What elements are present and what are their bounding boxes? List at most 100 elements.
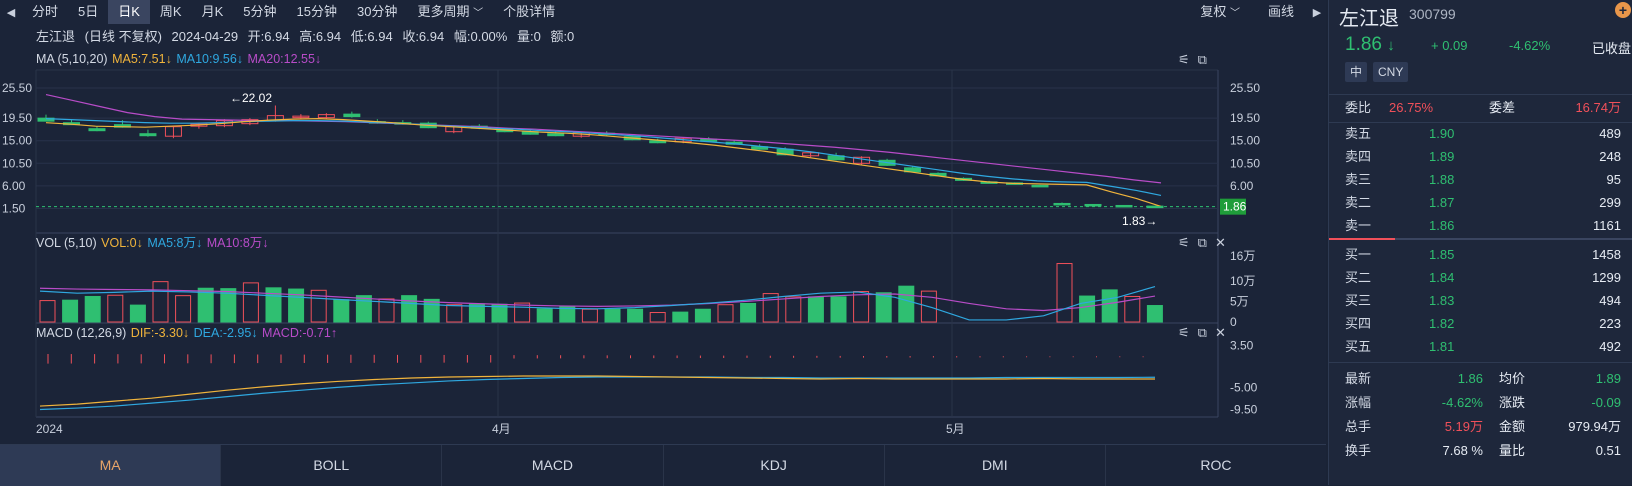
tab-ma[interactable]: MA [0, 445, 222, 486]
sell-level-row[interactable]: 卖四 1.89 248 [1329, 146, 1632, 168]
volume-bar[interactable] [446, 304, 463, 323]
volume-bar[interactable] [401, 295, 418, 323]
settings-sliders-icon[interactable]: ⚟ [1178, 52, 1190, 67]
volume-bar[interactable] [39, 300, 56, 323]
close-icon[interactable]: ✕ [1214, 325, 1226, 340]
volume-bar[interactable] [898, 285, 915, 323]
volume-bar[interactable] [1124, 295, 1141, 323]
candle-body[interactable] [547, 133, 565, 137]
adjust-dropdown[interactable]: 复权 ﹀ [1186, 0, 1254, 24]
popout-icon[interactable]: ⧉ [1197, 235, 1207, 250]
tab-dmi[interactable]: DMI [885, 445, 1106, 486]
volume-bar[interactable] [649, 312, 666, 323]
tab-macd[interactable]: MACD [442, 445, 664, 486]
period-weekly-k[interactable]: 周K [159, 4, 182, 19]
volume-bar[interactable] [717, 304, 734, 323]
volume-bar[interactable] [152, 281, 169, 323]
sell-level-row[interactable]: 卖五 1.90 489 [1329, 123, 1632, 145]
volume-bar[interactable] [220, 288, 237, 323]
volume-bar[interactable] [1101, 289, 1118, 323]
volume-bar[interactable] [807, 296, 824, 323]
buy-level-row[interactable]: 买一 1.85 1458 [1329, 244, 1632, 266]
candle-body[interactable] [1053, 202, 1071, 206]
buy-level-row[interactable]: 买二 1.84 1299 [1329, 267, 1632, 289]
volume-bar[interactable] [740, 302, 757, 323]
volume-bar[interactable] [694, 308, 711, 323]
candle-body[interactable] [343, 113, 361, 118]
volume-bar[interactable] [785, 296, 802, 323]
period-5min[interactable]: 5分钟 [243, 4, 277, 19]
next-arrow-icon[interactable]: ▶ [1312, 6, 1322, 19]
period-intraday[interactable]: 分时 [32, 4, 59, 19]
volume-bar[interactable] [559, 306, 576, 323]
volume-bar[interactable] [581, 308, 598, 323]
tab-boll[interactable]: BOLL [221, 445, 443, 486]
candle-body[interactable] [317, 114, 335, 119]
volume-bar[interactable] [627, 308, 644, 323]
volume-bar[interactable] [84, 295, 101, 323]
candle-body[interactable] [88, 128, 106, 132]
settings-sliders-icon[interactable]: ⚟ [1178, 235, 1190, 250]
buy-level-row[interactable]: 买五 1.81 492 [1329, 336, 1632, 358]
level-volume: 95 [1606, 172, 1621, 187]
period-monthly-k[interactable]: 月K [201, 4, 224, 19]
popout-icon[interactable]: ⧉ [1197, 325, 1207, 340]
prev-arrow-icon[interactable]: ◀ [6, 6, 16, 19]
candle-body[interactable] [292, 115, 310, 119]
volume-bar[interactable] [175, 295, 192, 323]
sell-level-row[interactable]: 卖二 1.87 299 [1329, 192, 1632, 214]
volume-bar[interactable] [310, 289, 327, 323]
kline-chart[interactable]: 25.50 19.50 15.00 10.50 6.00 1.50 25.50 19.50 15… [0, 0, 1326, 444]
volume-bar[interactable] [242, 282, 259, 323]
stat-label: 均价 [1499, 371, 1526, 386]
volume-bar[interactable] [875, 292, 892, 323]
candle-body[interactable] [1031, 184, 1049, 188]
add-watchlist-icon[interactable]: + [1615, 2, 1631, 18]
sell-level-row[interactable]: 卖三 1.88 95 [1329, 169, 1632, 191]
popout-icon[interactable]: ⧉ [1197, 52, 1207, 67]
close-icon[interactable]: ✕ [1214, 235, 1226, 250]
volume-bar[interactable] [830, 296, 847, 323]
volume-bar[interactable] [762, 293, 779, 323]
divider [1329, 362, 1632, 363]
volume-bar[interactable] [62, 299, 79, 323]
volume-bar[interactable] [920, 290, 937, 323]
candle-body[interactable] [164, 126, 182, 137]
period-daily-k[interactable]: 日K [108, 0, 150, 24]
volume-bar[interactable] [423, 298, 440, 323]
level-volume: 1161 [1593, 218, 1621, 233]
settings-sliders-icon[interactable]: ⚟ [1178, 325, 1190, 340]
sell-level-row[interactable]: 卖一 1.86 1161 [1329, 215, 1632, 237]
tab-kdj[interactable]: KDJ [664, 445, 885, 486]
volume-bar[interactable] [355, 295, 372, 323]
volume-bar[interactable] [333, 299, 350, 323]
volume-bar[interactable] [514, 302, 531, 323]
period-30min[interactable]: 30分钟 [356, 4, 398, 19]
candle-body[interactable] [802, 152, 820, 157]
volume-bar[interactable] [107, 294, 124, 323]
candle-body[interactable] [139, 133, 157, 137]
ma-panel-tools: ⚟ ⧉ [1178, 52, 1207, 68]
volume-bar[interactable] [129, 304, 146, 323]
buy-level-row[interactable]: 买四 1.82 223 [1329, 313, 1632, 335]
volume-bar[interactable] [1079, 295, 1096, 323]
volume-bar[interactable] [197, 287, 214, 323]
more-periods-dropdown[interactable]: 更多周期 ﹀ [407, 0, 493, 24]
candle-body[interactable] [37, 117, 55, 122]
candle-body[interactable] [649, 140, 667, 144]
volume-bar[interactable] [853, 291, 870, 323]
stock-details-button[interactable]: 个股详情 [503, 4, 556, 19]
period-15min[interactable]: 15分钟 [296, 4, 337, 19]
volume-bar[interactable] [672, 311, 689, 323]
volume-bar[interactable] [378, 298, 395, 323]
draw-line-button[interactable]: 画线 [1267, 4, 1294, 19]
volume-bar[interactable] [536, 308, 553, 323]
volume-bar[interactable] [1146, 305, 1163, 323]
volume-bar[interactable] [1056, 263, 1073, 323]
volume-bar[interactable] [604, 308, 621, 323]
period-5day[interactable]: 5日 [78, 4, 99, 19]
tab-roc[interactable]: ROC [1200, 457, 1232, 473]
level-label: 买三 [1345, 293, 1372, 308]
candle-body[interactable] [1084, 203, 1102, 207]
buy-level-row[interactable]: 买三 1.83 494 [1329, 290, 1632, 312]
